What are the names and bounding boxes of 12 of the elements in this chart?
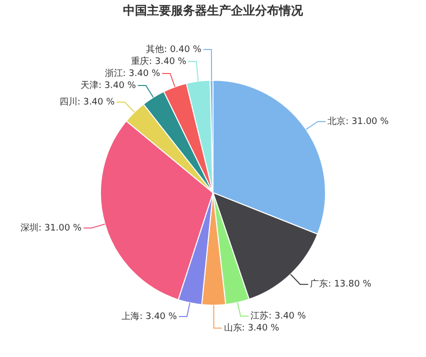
slice-label: 其他: 0.40 % [146, 44, 202, 55]
slice-label: 山东: 3.40 % [224, 322, 280, 334]
slice-label: 深圳: 31.00 % [20, 222, 82, 234]
slice-label: 上海: 3.40 % [122, 310, 178, 322]
slice-label: 广东: 13.80 % [310, 278, 372, 290]
slice-label: 江苏: 3.40 % [250, 310, 306, 322]
slice-label: 重庆: 3.40 % [131, 56, 187, 67]
slice-label: 四川: 3.40 % [59, 96, 116, 108]
slice-label: 浙江: 3.40 % [104, 68, 161, 79]
slice-label: 北京: 31.00 % [328, 116, 390, 127]
slice-label: 天津: 3.40 % [80, 80, 136, 91]
chart-title: 中国主要服务器生产企业分布情况 [123, 3, 304, 18]
